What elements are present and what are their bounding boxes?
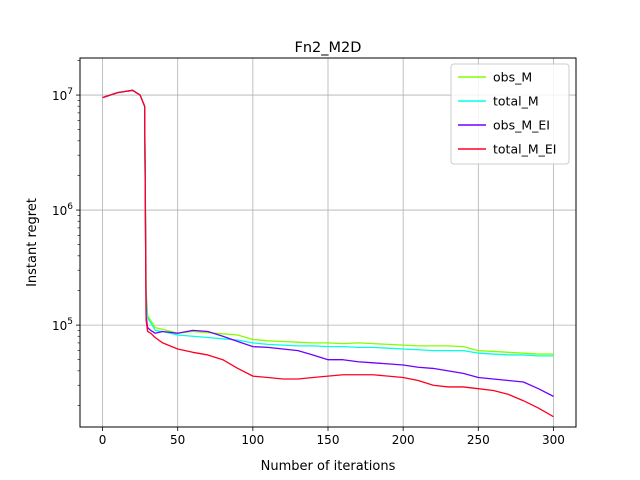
y-tick-label: 106 [52, 202, 73, 218]
legend-label: obs_M_EI [493, 118, 550, 133]
chart-title: Fn2_M2D [295, 40, 362, 56]
legend-label: total_M_EI [493, 142, 556, 157]
x-tick-label: 200 [392, 433, 415, 447]
legend-label: total_M [493, 94, 539, 109]
axis-ticks: 0 50 100 150 200 250 300 105 106 107 [52, 60, 565, 447]
y-tick-label: 105 [52, 317, 73, 333]
series-layer [102, 89, 554, 418]
series-line-total_M [102, 89, 554, 357]
x-tick-label: 50 [170, 433, 185, 447]
legend-box [450, 63, 570, 165]
x-tick-label: 100 [241, 433, 264, 447]
x-tick-label: 0 [99, 433, 107, 447]
legend: obs_M total_M obs_M_EI total_M_EI [450, 63, 570, 165]
series-total_M_EI [102, 89, 554, 418]
y-axis-label: Instant regret [25, 198, 40, 287]
x-tick-label: 150 [317, 433, 340, 447]
legend-label: obs_M [493, 70, 532, 85]
x-axis-label: Number of iterations [261, 459, 396, 474]
y-tick-label: 107 [52, 87, 73, 103]
series-line-total_M_EI [102, 89, 554, 418]
x-tick-label: 250 [467, 433, 490, 447]
x-tick-label: 300 [542, 433, 565, 447]
